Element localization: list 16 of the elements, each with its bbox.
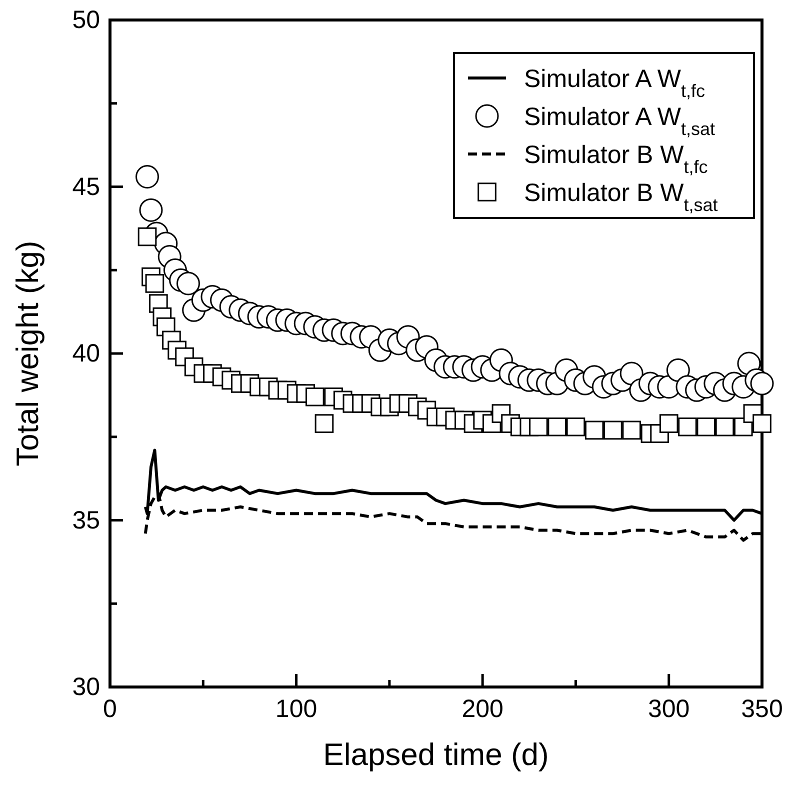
y-tick-label: 45: [72, 172, 100, 201]
legend-label: Simulator B W$_{t,sat}$: [524, 179, 718, 215]
legend-label: Simulator B W$_{t,fc}$: [524, 141, 708, 177]
x-tick-label: 0: [103, 694, 117, 723]
x-tick-label: 350: [741, 694, 783, 723]
x-tick-label: 300: [648, 694, 690, 723]
y-tick-label: 50: [72, 6, 100, 34]
legend-label: Simulator A W$_{t,sat}$: [524, 103, 716, 139]
y-tick-label: 35: [72, 506, 100, 534]
y-tick-label: 30: [72, 673, 100, 701]
x-axis-title: Elapsed time (d): [323, 737, 549, 772]
x-tick-label: 200: [462, 694, 504, 723]
x-tick-label: 100: [275, 694, 318, 723]
y-axis-title: Total weight (kg): [10, 240, 45, 466]
y-tick-label: 40: [72, 340, 100, 368]
legend-label: Simulator A W$_{t,fc}$: [524, 65, 706, 101]
